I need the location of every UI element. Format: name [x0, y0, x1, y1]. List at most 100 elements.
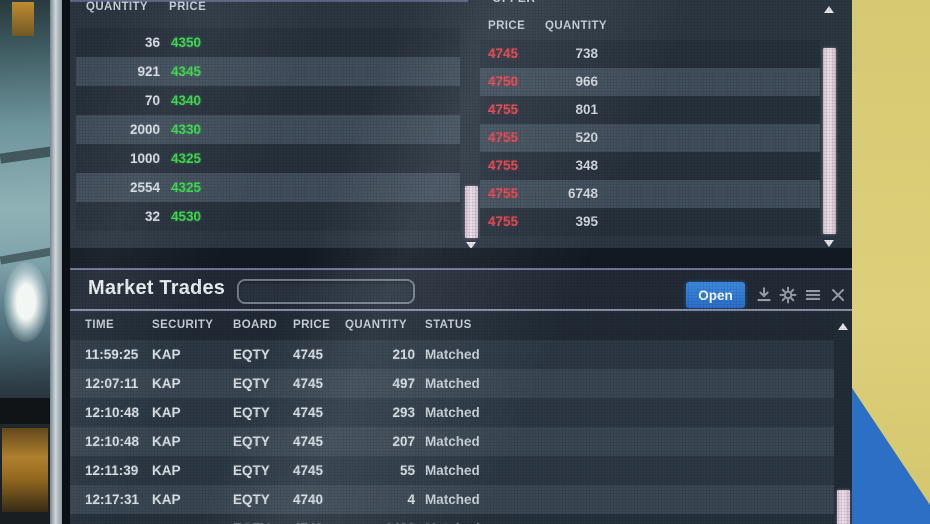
- offer-price: 4755: [488, 102, 519, 117]
- trade-status: Matched: [425, 514, 515, 524]
- trades-rows: 11:59:25 KAP EQTY 4745 210 Matched 12:07:11 KA…: [70, 340, 834, 524]
- trade-row[interactable]: 11:59:25 KAP EQTY 4745 210 Matched: [70, 340, 834, 369]
- trade-quantity: 1486: [325, 514, 415, 524]
- offer-title: OFFER: [492, 0, 536, 5]
- screen-frame: [50, 0, 62, 524]
- trade-status: Matched: [425, 405, 480, 420]
- trade-row[interactable]: 12:17:31 KAP EQTY 4740 4 Matched: [70, 485, 834, 514]
- trade-time: 12:17:31: [85, 492, 140, 507]
- bid-scrollbar-thumb[interactable]: [465, 186, 478, 238]
- offer-row[interactable]: 4755 348: [480, 152, 820, 180]
- screen-bezel: [62, 0, 70, 524]
- trade-price: 4740: [293, 492, 324, 507]
- offer-quantity: 348: [575, 158, 598, 173]
- trade-price: 4745: [293, 434, 324, 449]
- bid-row[interactable]: 70 4340: [76, 86, 460, 115]
- trades-scrollbar-thumb[interactable]: [837, 490, 850, 524]
- panel-top-border: [70, 0, 468, 2]
- offer-scrollbar[interactable]: [820, 0, 840, 250]
- photo-background-left: [0, 0, 70, 524]
- bid-row[interactable]: 1000 4325: [76, 144, 460, 173]
- download-icon[interactable]: [755, 286, 773, 304]
- bid-quantity: 2554: [129, 180, 160, 195]
- trade-time: 11:59:25: [85, 347, 139, 362]
- bid-row[interactable]: 36 4350: [76, 28, 460, 57]
- bid-row[interactable]: 2000 4330: [76, 115, 460, 144]
- trades-filter-input[interactable]: [237, 279, 415, 304]
- trade-quantity: 293: [392, 405, 415, 420]
- bid-quantity: 70: [144, 93, 160, 108]
- offer-quantity: 395: [575, 214, 598, 229]
- offer-scrollbar-thumb[interactable]: [823, 48, 836, 234]
- offer-quantity: 801: [575, 102, 598, 117]
- bid-price: 4325: [171, 180, 202, 195]
- bid-price: 4345: [171, 64, 202, 79]
- order-book-panel: QUANTITY PRICE 36 4350 921 4345 70 4340 200…: [70, 0, 852, 250]
- trade-security: KAP: [152, 434, 181, 449]
- scroll-down-icon[interactable]: [466, 242, 476, 249]
- trade-row[interactable]: 12:07:11 KAP EQTY 4745 497 Matched: [70, 369, 834, 398]
- building-detail: [12, 2, 34, 36]
- offer-price: 4755: [488, 130, 519, 145]
- trade-row[interactable]: 12:10:48 KAP EQTY 4745 293 Matched: [70, 398, 834, 427]
- trade-board: EQTY: [233, 463, 270, 478]
- offer-row[interactable]: 4755 6748: [480, 180, 820, 208]
- trade-time: 12:11:39: [85, 463, 139, 478]
- bid-quantity: 2000: [129, 122, 160, 137]
- scroll-up-icon[interactable]: [824, 6, 834, 13]
- light-reflection: [4, 262, 48, 342]
- offer-row[interactable]: 4755 801: [480, 96, 820, 124]
- bid-scrollbar[interactable]: [462, 0, 480, 250]
- close-icon[interactable]: [829, 286, 847, 304]
- bid-price: 4530: [171, 209, 202, 224]
- trade-time: 12:10:48: [85, 405, 140, 420]
- trade-security: KAP: [152, 463, 181, 478]
- bid-table: QUANTITY PRICE 36 4350 921 4345 70 4340 200…: [76, 0, 460, 250]
- scroll-down-icon[interactable]: [824, 240, 834, 247]
- offer-price: 4755: [488, 158, 519, 173]
- offer-quantity: 520: [575, 130, 598, 145]
- offer-quantity: 738: [575, 46, 598, 61]
- open-button[interactable]: Open: [686, 282, 745, 308]
- trade-status: Matched: [425, 463, 480, 478]
- offer-row[interactable]: 4745 738: [480, 40, 820, 68]
- quantity-column-header: QUANTITY: [345, 319, 407, 331]
- offer-row[interactable]: 4755 520: [480, 124, 820, 152]
- trade-board: EQTY: [233, 434, 270, 449]
- trade-quantity: 55: [399, 463, 415, 478]
- trade-price: 4745: [293, 347, 324, 362]
- offer-row[interactable]: 4755 395: [480, 208, 820, 236]
- offer-rows: 4745 738 4750 966 4755 801 4755 520 4755 348 …: [480, 40, 820, 236]
- bid-price: 4350: [171, 35, 202, 50]
- offer-price: 4755: [488, 186, 519, 201]
- board-column-header: BOARD: [233, 319, 278, 331]
- offer-quantity: 966: [575, 74, 598, 89]
- trades-scrollbar[interactable]: [834, 313, 852, 524]
- bid-row[interactable]: 32 4530: [76, 202, 460, 231]
- menu-icon[interactable]: [804, 286, 822, 304]
- trade-board: EQTY: [233, 514, 288, 524]
- gear-icon[interactable]: [779, 286, 797, 304]
- trade-time: 12:07:11: [85, 376, 139, 391]
- bid-row[interactable]: 2554 4325: [76, 173, 460, 202]
- trade-security: KAP: [152, 376, 181, 391]
- trade-row-partial[interactable]: EQTY 47401486 Matched: [70, 514, 834, 524]
- bid-row[interactable]: 921 4345: [76, 57, 460, 86]
- offer-quantity-header: QUANTITY: [545, 20, 607, 32]
- bid-price: 4330: [171, 122, 202, 137]
- trades-table-header: TIME SECURITY BOARD PRICE QUANTITY STATU…: [70, 313, 834, 340]
- trade-board: EQTY: [233, 347, 270, 362]
- scroll-up-icon[interactable]: [838, 323, 848, 330]
- trade-row[interactable]: 12:10:48 KAP EQTY 4745 207 Matched: [70, 427, 834, 456]
- offer-price: 4750: [488, 74, 519, 89]
- bid-rows: 36 4350 921 4345 70 4340 2000 4330 1000 4325 …: [76, 28, 460, 231]
- bid-quantity: 921: [137, 64, 160, 79]
- offer-row[interactable]: 4750 966: [480, 68, 820, 96]
- trade-row[interactable]: 12:11:39 KAP EQTY 4745 55 Matched: [70, 456, 834, 485]
- bid-quantity: 1000: [129, 151, 160, 166]
- security-column-header: SECURITY: [152, 319, 214, 331]
- trade-quantity: 4: [407, 492, 415, 507]
- bid-quantity: 32: [144, 209, 160, 224]
- offer-table: OFFER PRICE QUANTITY 4745 738 4750 966 475…: [480, 0, 820, 250]
